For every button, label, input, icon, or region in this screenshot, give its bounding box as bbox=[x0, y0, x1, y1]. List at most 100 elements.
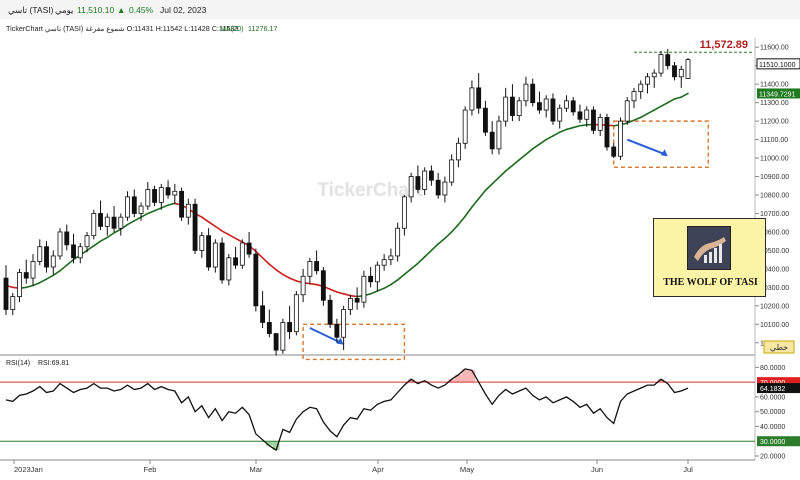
ma-segment bbox=[369, 290, 379, 295]
candle-down bbox=[23, 272, 29, 279]
candle-up bbox=[503, 96, 509, 122]
candle-up bbox=[138, 205, 144, 214]
ma-segment bbox=[221, 230, 230, 236]
ma-segment bbox=[201, 216, 210, 223]
ma-segment bbox=[329, 288, 338, 293]
ma-segment bbox=[342, 293, 352, 297]
candle-down bbox=[334, 323, 340, 338]
ma-segment bbox=[437, 237, 446, 245]
ma-price-tag bbox=[757, 88, 800, 99]
candle-up bbox=[638, 83, 644, 92]
ma-segment bbox=[653, 105, 662, 111]
candle-down bbox=[253, 253, 259, 307]
ma-segment bbox=[471, 197, 480, 208]
ma-segment bbox=[457, 215, 466, 226]
price-tick-label: 11400.00 bbox=[760, 82, 789, 89]
overbought-fill bbox=[461, 368, 469, 383]
candle-down bbox=[179, 190, 184, 218]
ma-segment bbox=[25, 284, 34, 289]
candle-down bbox=[3, 277, 9, 310]
highlight-boxes bbox=[302, 120, 709, 361]
candle-down bbox=[233, 257, 239, 266]
ma-segment bbox=[153, 207, 163, 212]
candles bbox=[3, 49, 691, 356]
rsi-current-tag bbox=[757, 383, 800, 394]
candle-up bbox=[381, 259, 387, 266]
x-axis: 2023Jan Feb Mar Apr May Jun Jul bbox=[13, 460, 693, 474]
candle-up bbox=[185, 203, 191, 218]
candle-up bbox=[618, 120, 623, 157]
rsi-tick-label: 80.0000 bbox=[760, 365, 785, 372]
ma-segment bbox=[464, 206, 473, 218]
rsi-value-label: RSI:69.81 bbox=[38, 360, 69, 367]
ma-segment bbox=[572, 124, 581, 129]
overbought-fill bbox=[407, 379, 415, 383]
candle-down bbox=[260, 305, 266, 323]
candle-up bbox=[50, 255, 56, 268]
candle-up bbox=[543, 98, 549, 111]
candle-down bbox=[71, 244, 76, 259]
candle-up bbox=[624, 100, 630, 122]
candle-up bbox=[597, 117, 603, 131]
price-tick-label: 10400.00 bbox=[760, 266, 789, 273]
ma-segment bbox=[680, 92, 689, 98]
candle-down bbox=[354, 298, 360, 303]
price-tick-label: 10700.00 bbox=[760, 211, 789, 218]
period-label: يومي bbox=[55, 5, 74, 16]
candle-up bbox=[658, 54, 664, 74]
ma-segment bbox=[626, 119, 635, 124]
candle-up bbox=[84, 235, 90, 248]
candle-up bbox=[455, 142, 461, 161]
candle-up bbox=[37, 246, 43, 262]
ma-segment bbox=[639, 112, 649, 119]
candle-down bbox=[165, 187, 171, 196]
ma-price-tag-label: 11349.7291 bbox=[759, 91, 796, 98]
ma-segment bbox=[113, 228, 122, 234]
candle-up bbox=[395, 227, 401, 257]
ma-segment bbox=[491, 176, 500, 185]
candle-down bbox=[550, 98, 556, 122]
candle-up bbox=[300, 275, 306, 296]
ma-segment bbox=[288, 277, 298, 282]
ma-segment bbox=[92, 240, 102, 247]
candle-up bbox=[77, 246, 83, 259]
ma-segment bbox=[417, 256, 426, 265]
candle-up bbox=[199, 235, 205, 251]
ma-segment bbox=[140, 212, 149, 218]
price-tick-label: 10900.00 bbox=[760, 174, 789, 181]
candle-down bbox=[489, 131, 495, 150]
ma-segment bbox=[545, 135, 554, 141]
candle-down bbox=[64, 231, 70, 246]
candle-up bbox=[104, 216, 110, 227]
ma-segment bbox=[673, 96, 683, 100]
candle-up bbox=[422, 170, 428, 190]
overbought-fill bbox=[468, 370, 476, 383]
candle-down bbox=[246, 242, 252, 255]
ma-segment bbox=[214, 225, 223, 232]
candle-down bbox=[98, 213, 103, 227]
ma-segment bbox=[65, 258, 75, 266]
date-label: Jul 02, 2023 bbox=[160, 5, 207, 15]
candle-up bbox=[57, 231, 63, 257]
overbought-fill bbox=[455, 374, 462, 383]
ma-segment bbox=[525, 148, 534, 156]
line-mode-button bbox=[763, 340, 795, 354]
candle-down bbox=[604, 117, 610, 148]
ma-segment bbox=[376, 287, 385, 292]
candle-up bbox=[442, 181, 448, 196]
rsi-tick-label: 20.0000 bbox=[760, 454, 785, 461]
candle-up bbox=[523, 83, 529, 102]
candle-up bbox=[17, 272, 22, 297]
candle-down bbox=[320, 270, 326, 301]
ma-segment bbox=[538, 138, 547, 146]
candle-up bbox=[280, 322, 286, 351]
candle-up bbox=[678, 69, 684, 78]
candle-up bbox=[347, 298, 353, 310]
ma-label: MA(20) bbox=[220, 24, 244, 33]
highlight-box-1 bbox=[302, 323, 406, 361]
ma-segment bbox=[59, 264, 68, 272]
candle-down bbox=[44, 246, 49, 268]
ma-segment bbox=[207, 220, 217, 228]
candle-down bbox=[131, 196, 137, 214]
